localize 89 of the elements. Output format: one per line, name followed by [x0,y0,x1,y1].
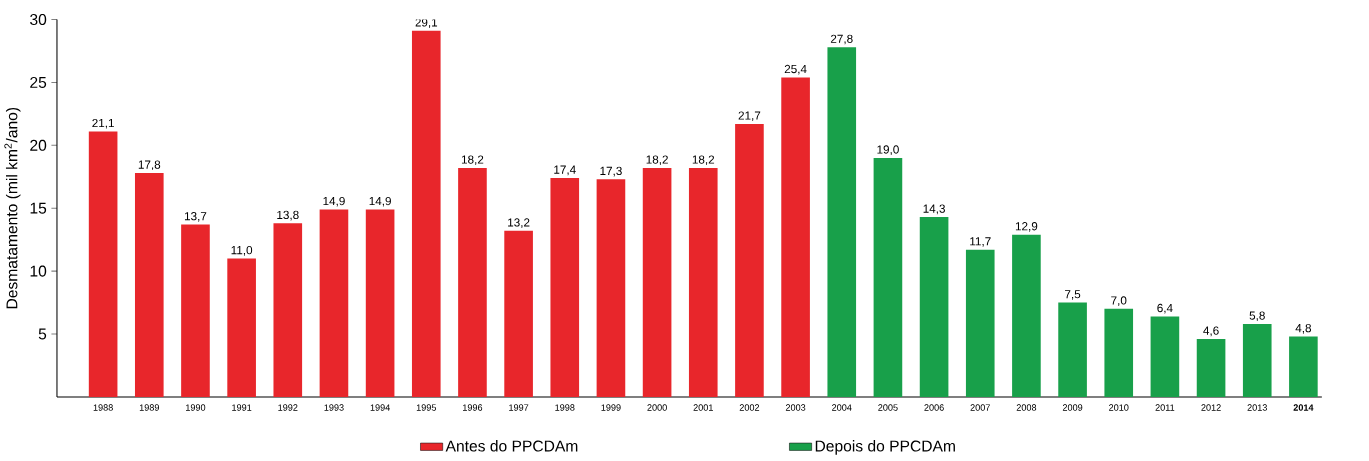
bar [1012,234,1041,398]
data-label: 12,9 [1015,222,1038,232]
x-tick-label: 2003 [785,404,806,411]
bar [1289,336,1318,398]
x-tick-label: 1993 [324,404,344,411]
data-label: 13,2 [508,218,530,229]
bar [827,47,857,398]
bar [134,173,164,398]
data-label: 18,2 [692,155,715,166]
bar [1196,339,1226,398]
data-label: 18,2 [461,155,484,166]
bar [504,231,533,398]
data-label: 5,8 [1249,311,1265,322]
y-tick-label: 25 [30,77,47,89]
y-tick-label: 10 [30,265,47,277]
x-tick-label: 1998 [555,404,575,411]
x-tick-label: 2000 [647,404,667,411]
bar [735,124,764,398]
bar [88,131,118,398]
y-tick-label: 15 [30,202,47,214]
x-tick-label: 2010 [1109,404,1129,411]
data-label: 11,7 [970,237,991,248]
data-label: 25,4 [784,65,807,75]
x-tick-label: 1994 [370,404,390,411]
data-label: 17,8 [138,160,161,171]
x-tick-label: 2007 [970,404,990,411]
x-tick-label: 2005 [878,404,898,411]
data-label: 14,9 [323,197,345,207]
data-label: 18,2 [646,155,668,166]
bar [781,77,810,398]
x-tick-label: 1999 [601,404,621,411]
data-label: 7,5 [1065,290,1081,300]
bar [411,31,441,398]
x-tick-label: 2001 [693,404,713,411]
data-label: 11,0 [231,246,253,256]
data-label: 27,8 [830,34,853,45]
data-label: 14,9 [369,197,391,207]
x-tick-label: 2009 [1062,404,1083,411]
bar [365,209,395,398]
x-tick-label: 1992 [278,404,298,411]
legend-label: Depois do PPCDAm [815,440,955,455]
x-tick-label: 1990 [186,404,206,411]
x-tick-label: 2014 [1293,404,1314,411]
bar [965,249,995,398]
legend-label: Antes do PPCDAm [445,440,578,452]
bar [1058,302,1087,398]
x-tick-label: 2012 [1201,404,1221,411]
bar [642,168,672,398]
bar [1242,324,1272,398]
bar [181,224,210,398]
bar [1104,309,1134,398]
bar [227,258,256,398]
y-tick-label: 30 [30,14,47,26]
x-tick-label: 1988 [93,404,113,411]
data-label: 4,8 [1295,324,1312,334]
bar [688,168,718,398]
x-tick-label: 1995 [416,404,437,411]
bar [458,168,487,398]
bar [1150,316,1180,398]
data-label: 21,1 [92,119,114,129]
bar [919,217,949,398]
data-label: 4,6 [1203,326,1219,337]
bar [273,223,303,398]
data-label: 19,0 [877,145,899,156]
x-tick-label: 2008 [1016,404,1037,411]
bar [550,178,580,398]
data-label: 14,3 [923,204,945,215]
x-tick-label: 1997 [509,404,529,411]
data-label: 6,4 [1157,304,1173,314]
y-tick-label: 5 [38,328,47,340]
bar [596,179,626,398]
data-label: 13,7 [184,212,207,222]
y-axis-title: Desmatamento (mil km$^{2}$/ano) [4,108,21,309]
data-label: 21,7 [738,111,761,122]
x-tick-label: 1996 [463,404,483,411]
x-tick-label: 2006 [924,404,944,411]
x-tick-label: 2004 [832,404,852,411]
data-label: 17,3 [600,166,622,177]
bar [319,209,349,398]
x-tick-label: 1989 [139,404,159,411]
data-label: 13,8 [277,210,299,221]
bar [873,158,903,398]
data-label: 7,0 [1111,296,1127,307]
x-tick-label: 2013 [1247,404,1267,411]
y-tick-label: 20 [30,139,47,151]
x-tick-label: 2002 [739,404,760,411]
x-tick-label: 1991 [232,404,252,411]
x-tick-label: 2011 [1155,404,1175,411]
data-label: 17,4 [554,165,576,176]
